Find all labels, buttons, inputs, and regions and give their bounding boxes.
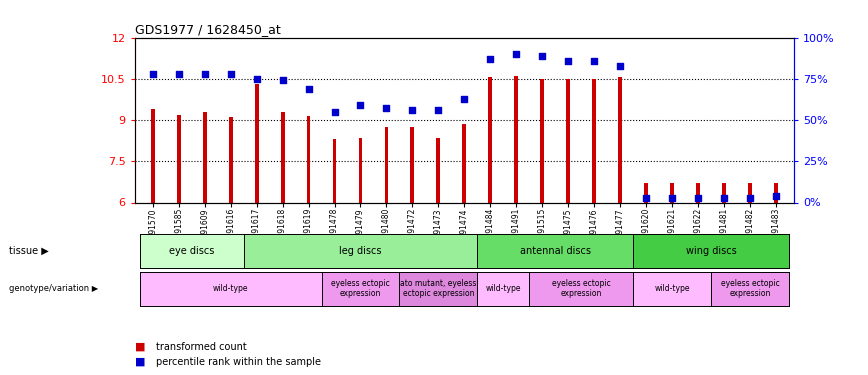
Point xyxy=(588,58,602,64)
Bar xyxy=(618,77,622,203)
Bar xyxy=(748,183,752,203)
Point xyxy=(379,105,393,111)
Point xyxy=(431,107,445,113)
Point xyxy=(562,58,575,64)
Point xyxy=(665,195,679,201)
Text: transformed count: transformed count xyxy=(156,342,247,352)
Bar xyxy=(254,84,259,203)
Bar xyxy=(670,183,674,203)
Text: genotype/variation ▶: genotype/variation ▶ xyxy=(9,284,98,293)
Text: leg discs: leg discs xyxy=(339,246,382,256)
Text: ■: ■ xyxy=(135,357,145,367)
Bar xyxy=(411,127,414,202)
Bar xyxy=(515,76,518,202)
Bar xyxy=(463,124,466,202)
Bar xyxy=(203,112,207,202)
Point xyxy=(691,195,705,201)
Text: antennal discs: antennal discs xyxy=(520,246,591,256)
Bar xyxy=(774,183,778,203)
Bar xyxy=(151,109,155,202)
Text: tissue ▶: tissue ▶ xyxy=(9,246,49,256)
Text: eyeless ectopic
expression: eyeless ectopic expression xyxy=(552,279,610,298)
Bar xyxy=(385,127,388,202)
Point xyxy=(172,71,186,77)
Point xyxy=(639,195,653,201)
Bar xyxy=(489,77,492,203)
Text: wild-type: wild-type xyxy=(213,284,248,293)
Point xyxy=(769,193,783,199)
Bar xyxy=(358,138,363,202)
Point xyxy=(405,107,419,113)
Point xyxy=(743,195,757,201)
Bar xyxy=(592,79,596,203)
Bar xyxy=(696,183,700,203)
Bar xyxy=(177,114,181,202)
Point xyxy=(717,195,731,201)
Point xyxy=(146,71,160,77)
Bar xyxy=(280,112,285,202)
Text: ato mutant, eyeless
ectopic expression: ato mutant, eyeless ectopic expression xyxy=(400,279,477,298)
Bar xyxy=(566,79,570,203)
Text: ■: ■ xyxy=(135,342,145,352)
Point xyxy=(536,53,549,58)
Text: wing discs: wing discs xyxy=(686,246,736,256)
Text: eye discs: eye discs xyxy=(169,246,214,256)
Point xyxy=(614,63,628,69)
Bar xyxy=(437,138,440,202)
Point xyxy=(510,51,523,57)
Point xyxy=(276,77,290,83)
Bar xyxy=(644,183,648,203)
Text: eyeless ectopic
expression: eyeless ectopic expression xyxy=(720,279,779,298)
Point xyxy=(353,102,367,108)
Point xyxy=(301,86,315,92)
Bar xyxy=(332,139,337,202)
Bar xyxy=(722,183,726,203)
Point xyxy=(198,71,212,77)
Point xyxy=(250,76,264,82)
Text: GDS1977 / 1628450_at: GDS1977 / 1628450_at xyxy=(135,23,280,36)
Text: wild-type: wild-type xyxy=(485,284,521,293)
Bar xyxy=(541,79,544,203)
Point xyxy=(457,96,471,102)
Bar xyxy=(228,117,233,202)
Point xyxy=(224,71,238,77)
Bar xyxy=(306,116,311,202)
Text: wild-type: wild-type xyxy=(654,284,690,293)
Point xyxy=(327,109,341,115)
Point xyxy=(483,56,497,62)
Text: eyeless ectopic
expression: eyeless ectopic expression xyxy=(331,279,390,298)
Text: percentile rank within the sample: percentile rank within the sample xyxy=(156,357,321,367)
